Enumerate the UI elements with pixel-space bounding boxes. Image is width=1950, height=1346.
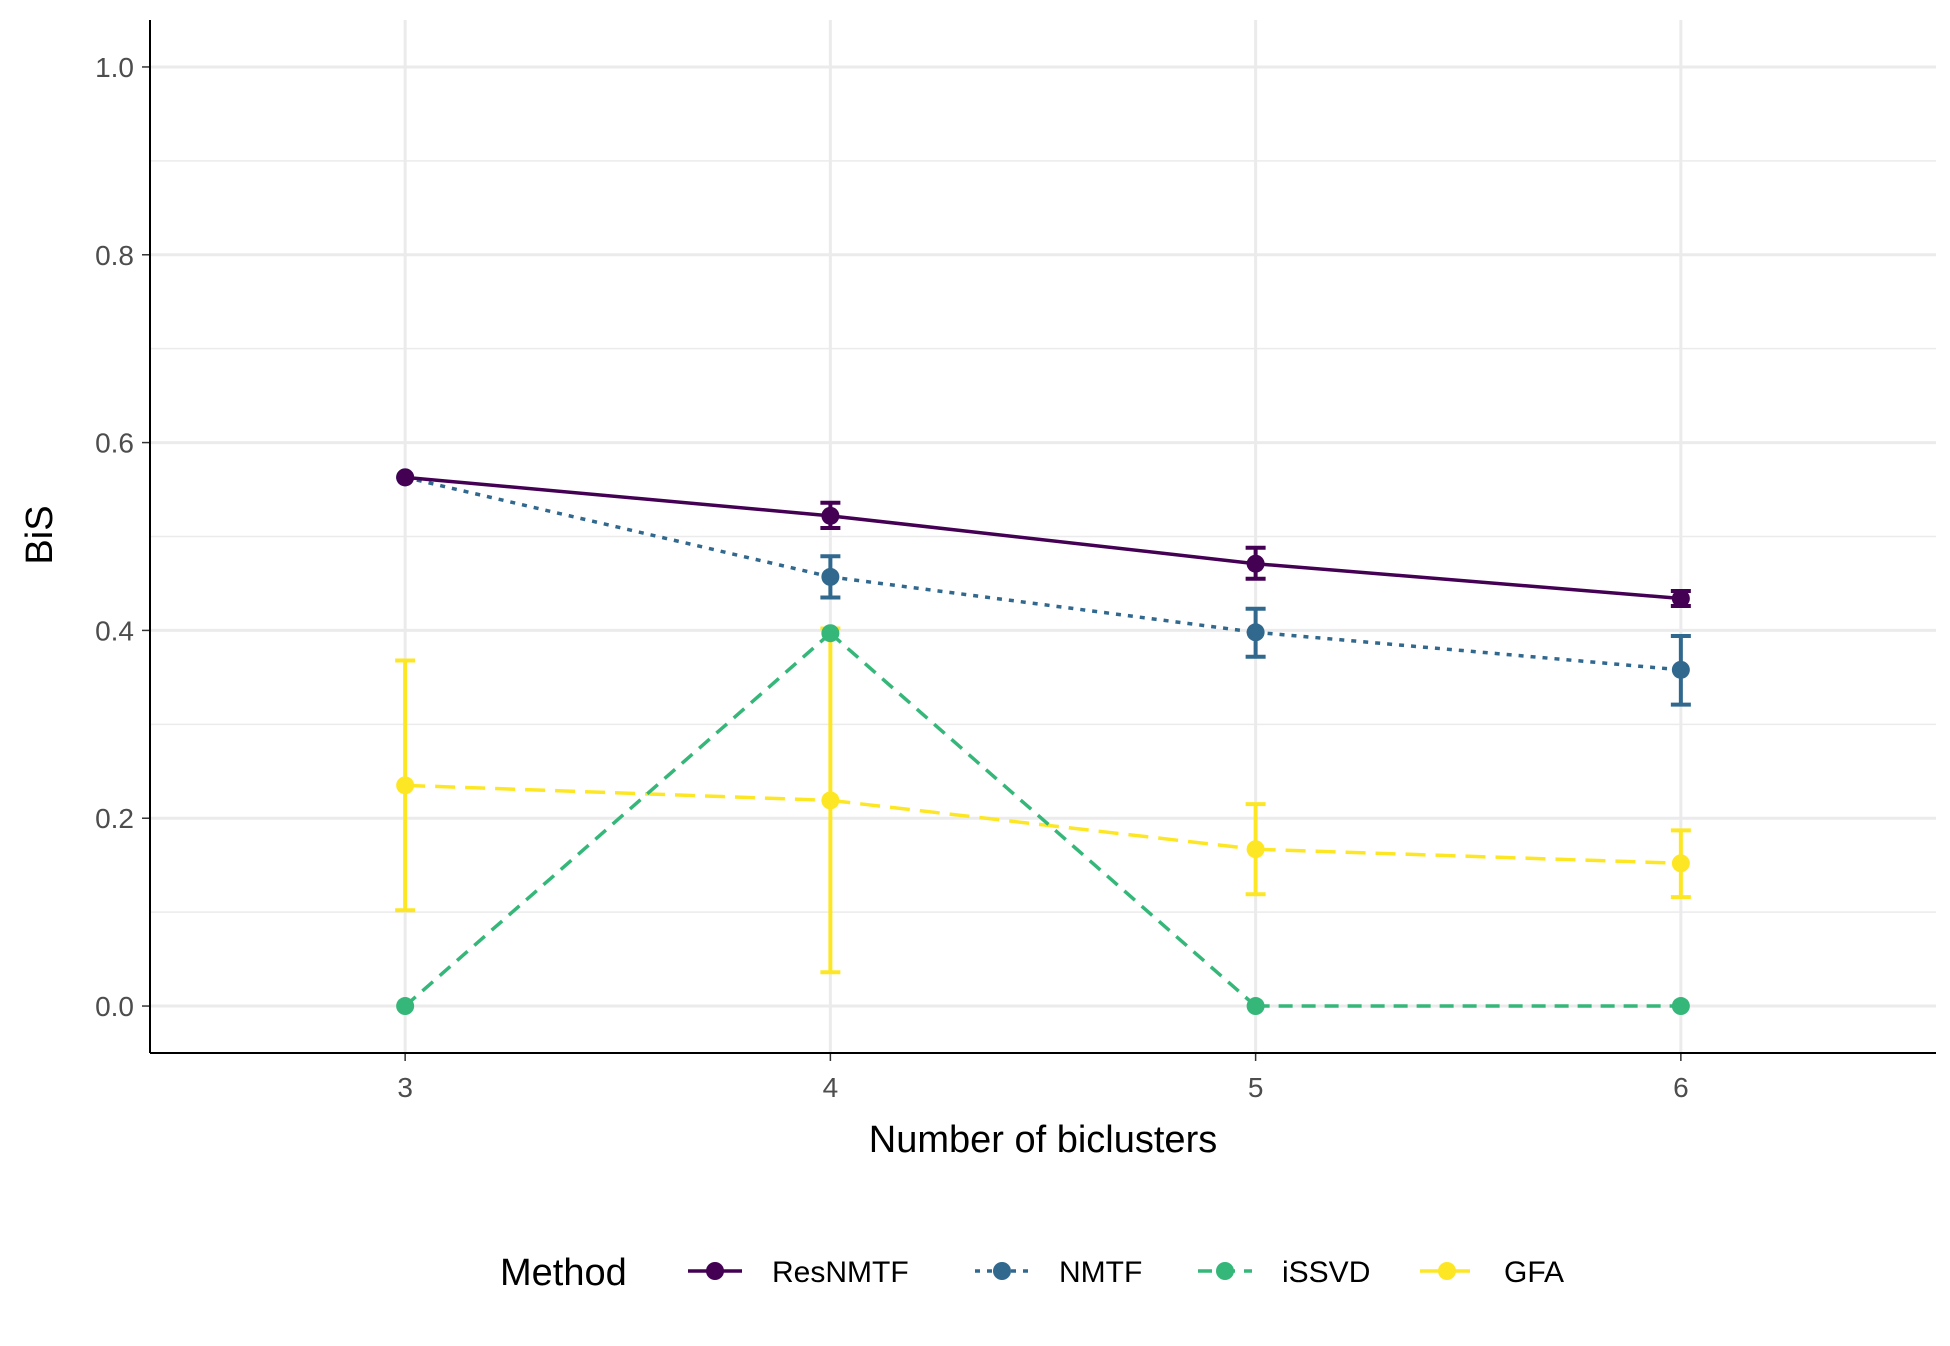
x-tick-label: 5 bbox=[1248, 1072, 1264, 1103]
data-point bbox=[821, 791, 840, 810]
data-point bbox=[1671, 589, 1690, 608]
data-point bbox=[396, 468, 415, 487]
series-line-segment bbox=[405, 783, 831, 803]
tick-labels: 0.0 0.2 0.4 0.6 0.8 1.0 3 4 5 6 bbox=[95, 52, 1689, 1103]
data-point bbox=[1246, 997, 1265, 1016]
x-axis-title: Number of biclusters bbox=[869, 1119, 1217, 1161]
data-point bbox=[1671, 854, 1690, 873]
series-group bbox=[395, 468, 1691, 1016]
legend-label: iSSVD bbox=[1282, 1256, 1370, 1289]
y-tick-label: 0.6 bbox=[95, 428, 134, 459]
series-nmtf bbox=[396, 468, 1691, 707]
y-tick-label: 0.0 bbox=[95, 991, 134, 1022]
series-line-segment bbox=[404, 475, 831, 579]
legend-label: GFA bbox=[1504, 1256, 1564, 1289]
series-line-segment bbox=[830, 798, 1256, 851]
series-line-segment bbox=[1255, 847, 1681, 866]
axes bbox=[142, 20, 1936, 1061]
series-issvd bbox=[396, 624, 1690, 1016]
y-tick-label: 0.2 bbox=[95, 803, 134, 834]
legend-item-issvd: iSSVD bbox=[1198, 1256, 1370, 1289]
data-point bbox=[821, 567, 840, 586]
data-point bbox=[1246, 623, 1265, 642]
data-point bbox=[396, 776, 415, 795]
series-line-segment bbox=[1255, 630, 1682, 672]
y-tick-label: 0.4 bbox=[95, 615, 134, 646]
x-tick-label: 6 bbox=[1673, 1072, 1689, 1103]
x-tick-label: 3 bbox=[397, 1072, 413, 1103]
data-point bbox=[1246, 840, 1265, 859]
legend-label: ResNMTF bbox=[772, 1256, 909, 1289]
legend-item-nmtf: NMTF bbox=[975, 1256, 1142, 1289]
grid-lines bbox=[150, 20, 1936, 1053]
legend-key-point bbox=[1438, 1262, 1456, 1280]
y-axis-title: BiS bbox=[19, 505, 61, 564]
legend-item-resnmtf: ResNMTF bbox=[688, 1256, 909, 1289]
data-point bbox=[821, 506, 840, 525]
legend-title: Method bbox=[500, 1252, 627, 1294]
legend-item-gfa: GFA bbox=[1420, 1256, 1564, 1289]
series-resnmtf bbox=[396, 468, 1691, 608]
y-tick-label: 0.8 bbox=[95, 240, 134, 271]
data-point bbox=[1671, 660, 1690, 679]
legend: Method ResNMTF NMTF iSSVD GFA bbox=[500, 1252, 1564, 1294]
data-point bbox=[821, 624, 840, 643]
series-line-segment bbox=[830, 575, 1256, 635]
legend-key-point bbox=[1216, 1262, 1234, 1280]
series-line-segment bbox=[403, 631, 832, 1008]
data-point bbox=[1246, 554, 1265, 573]
data-point bbox=[1671, 997, 1690, 1016]
data-point bbox=[396, 997, 415, 1016]
legend-key-point bbox=[706, 1262, 724, 1280]
series-line-segment bbox=[829, 631, 1257, 1008]
series-line-segment bbox=[1255, 561, 1681, 601]
series-line-segment bbox=[830, 514, 1256, 566]
y-tick-label: 1.0 bbox=[95, 52, 134, 83]
legend-key-point bbox=[993, 1262, 1011, 1280]
series-line-segment bbox=[404, 475, 831, 518]
series-gfa bbox=[395, 626, 1691, 975]
x-tick-label: 4 bbox=[823, 1072, 839, 1103]
legend-label: NMTF bbox=[1059, 1256, 1142, 1289]
